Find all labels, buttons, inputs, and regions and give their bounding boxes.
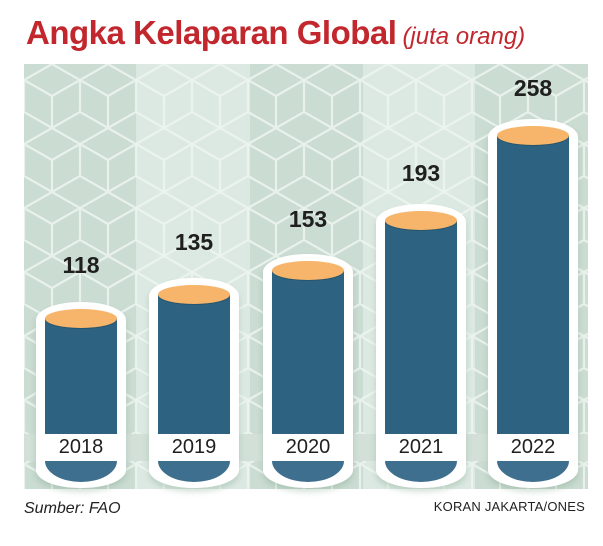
bar-base (45, 461, 117, 482)
bar-base (158, 461, 230, 482)
bar-top-cap (158, 285, 230, 304)
bar-value: 153 (288, 206, 328, 232)
bar-body (385, 221, 457, 434)
bar-year: 2020 (285, 436, 331, 458)
bar-base (497, 461, 569, 482)
bar-year: 2019 (171, 436, 217, 458)
chart-title-main: Angka Kelaparan Global (26, 14, 397, 51)
chart-title-unit: (juta orang) (402, 23, 526, 50)
credit-note: KORAN JAKARTA/ONES (433, 499, 585, 514)
bar-body (158, 295, 230, 434)
bar-body (497, 136, 569, 434)
bar-body (45, 318, 117, 434)
bar-year: 2018 (58, 436, 104, 458)
bar-top-cap (497, 126, 569, 145)
source-note: Sumber: FAO (24, 500, 121, 517)
bar-value: 118 (62, 252, 100, 278)
bar-body (272, 271, 344, 434)
bar-base (272, 461, 344, 482)
bar-year: 2022 (510, 436, 556, 458)
bar-base (385, 461, 457, 482)
bar-value: 258 (513, 75, 553, 101)
bar-top-cap (385, 211, 457, 230)
bar-value: 193 (401, 160, 441, 186)
bar-year: 2021 (398, 436, 444, 458)
bar-top-cap (272, 261, 344, 280)
bar-value: 135 (174, 229, 214, 255)
chart-title: Angka Kelaparan Global (juta orang) (26, 14, 525, 52)
bar-top-cap (45, 309, 117, 328)
